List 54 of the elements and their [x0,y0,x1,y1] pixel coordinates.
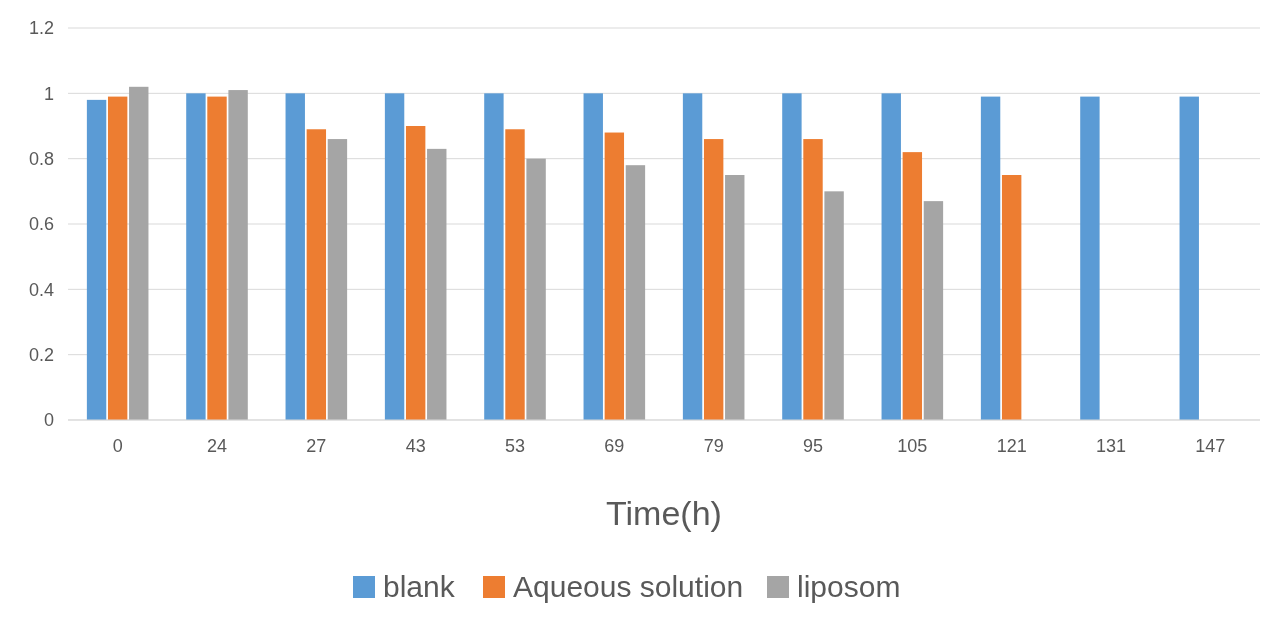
bar [980,96,1001,420]
bar [1179,96,1199,420]
y-tick-label: 0.6 [28,214,54,235]
bar [186,93,206,420]
bar [86,99,107,420]
bar [1080,96,1100,420]
legend-label: liposom [797,570,901,603]
y-tick-label: 0.2 [28,344,54,365]
x-tick-label: 121 [996,436,1027,456]
bar [228,90,248,420]
bar [129,86,149,420]
x-tick-label: 147 [1195,436,1226,456]
x-tick-label: 0 [112,436,123,456]
x-tick-label: 53 [504,436,526,456]
bar [427,148,447,420]
bar [327,139,348,420]
bar [902,152,923,420]
x-tick-label: 131 [1095,436,1127,456]
bar [484,93,504,420]
bar [703,139,724,420]
bar [207,96,227,420]
x-tick-label: 27 [306,436,327,456]
bar [1001,175,1022,420]
y-tick-label: 0.4 [28,279,54,300]
y-tick-label: 1 [43,83,54,104]
legend-label: Aqueous solution [513,570,744,603]
x-tick-label: 95 [802,436,824,456]
bar [604,132,625,420]
bar [107,96,128,420]
bar [725,175,745,420]
y-tick-label: 0.8 [28,148,54,169]
bar [803,139,823,420]
x-tick-label: 105 [897,436,928,456]
y-tick-label: 1.2 [28,18,54,39]
y-tick-label: 0 [43,410,54,431]
bar [505,129,525,420]
bar [583,93,603,420]
bar [384,93,405,420]
x-tick-label: 79 [703,436,724,456]
bar [824,191,844,420]
x-tick-label: 43 [405,436,426,456]
legend-label: blank [383,570,456,603]
bar [782,93,802,420]
bar [405,126,426,420]
bar [923,201,944,420]
x-axis-title: Time(h) [606,494,722,532]
bar [881,93,901,420]
bar [285,93,305,420]
bar [526,158,546,420]
x-tick-label: 24 [206,436,228,456]
bar [306,129,327,420]
bar [682,93,703,420]
x-tick-label: 69 [604,436,625,456]
bar [625,165,646,420]
